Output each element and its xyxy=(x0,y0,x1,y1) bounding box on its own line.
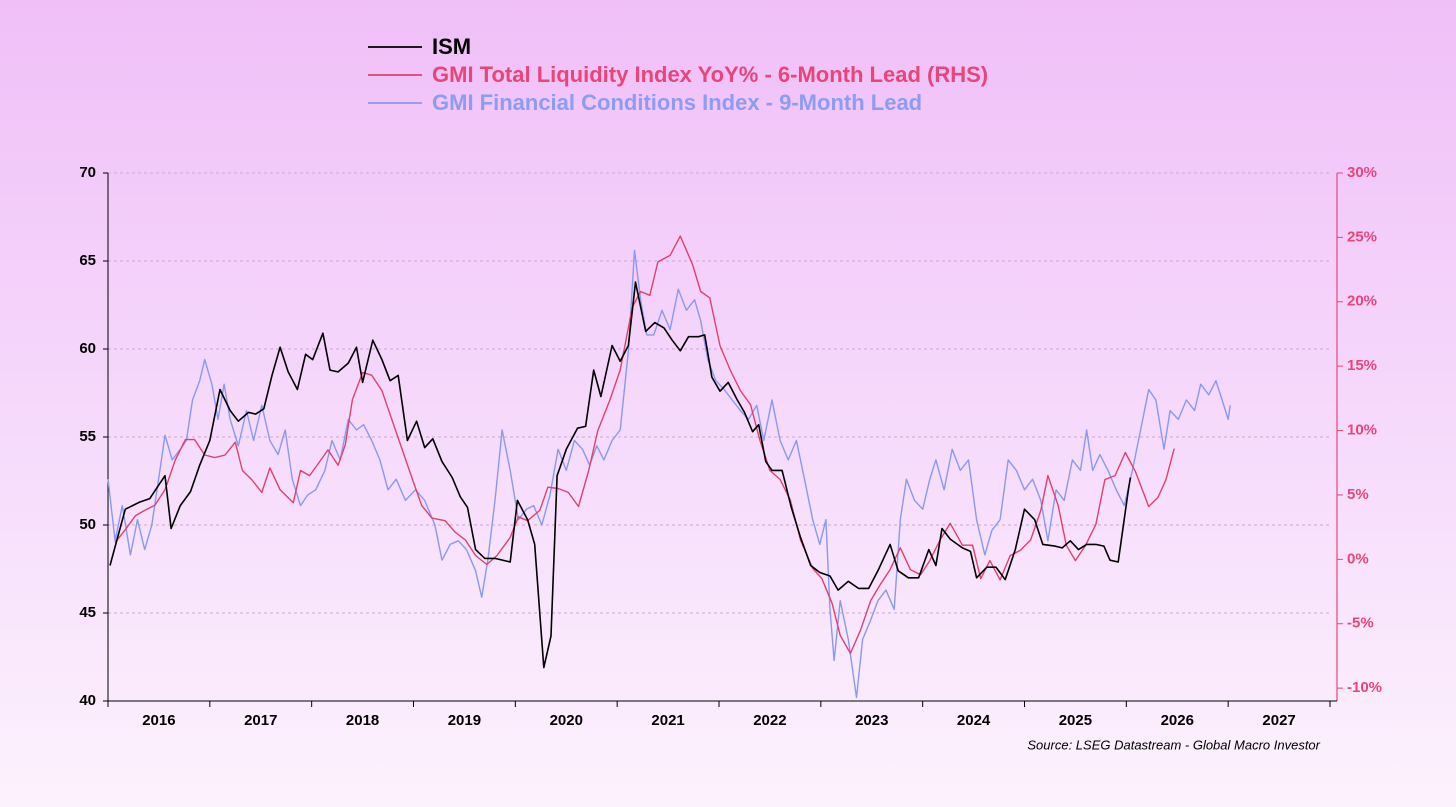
series-line xyxy=(107,249,1231,699)
y-tick-label: 60 xyxy=(79,340,96,357)
x-tick-label: 2025 xyxy=(1059,712,1092,729)
x-tick-label: 2020 xyxy=(550,712,583,729)
y-tick-label: 55 xyxy=(79,428,96,445)
series-line xyxy=(109,281,1132,669)
y2-tick-label: 30% xyxy=(1347,164,1377,181)
legend-label: GMI Total Liquidity Index YoY% - 6-Month… xyxy=(432,62,988,87)
y2-tick-label: 25% xyxy=(1347,228,1377,245)
source-note: Source: LSEG Datastream - Global Macro I… xyxy=(1027,737,1320,752)
y2-tick-label: -5% xyxy=(1347,615,1374,632)
y2-tick-label: 20% xyxy=(1347,293,1377,310)
y-tick-label: 70 xyxy=(79,164,96,181)
x-tick-label: 2027 xyxy=(1262,712,1295,729)
x-tick-label: 2016 xyxy=(142,712,175,729)
x-tick-label: 2022 xyxy=(753,712,786,729)
x-tick-label: 2019 xyxy=(448,712,481,729)
y-tick-label: 65 xyxy=(79,252,96,269)
legend: ISM GMI Total Liquidity Index YoY% - 6-Mo… xyxy=(368,34,988,115)
y2-tick-label: 5% xyxy=(1347,486,1369,503)
x-tick-label: 2026 xyxy=(1161,712,1194,729)
x-tick-label: 2018 xyxy=(346,712,379,729)
y-tick-label: 50 xyxy=(79,516,96,533)
y2-tick-label: 0% xyxy=(1347,550,1369,567)
y2-tick-label: 10% xyxy=(1347,422,1377,439)
x-tick-label: 2017 xyxy=(244,712,277,729)
legend-label: ISM xyxy=(432,34,471,59)
y-tick-label: 45 xyxy=(79,604,96,621)
legend-label: GMI Financial Conditions Index - 9-Month… xyxy=(432,90,922,115)
y2-tick-label: 15% xyxy=(1347,357,1377,374)
x-tick-label: 2023 xyxy=(855,712,888,729)
y-tick-label: 40 xyxy=(79,692,96,709)
y2-tick-label: -10% xyxy=(1347,679,1382,696)
x-tick-label: 2021 xyxy=(651,712,684,729)
series-line xyxy=(114,235,1175,655)
x-tick-label: 2024 xyxy=(957,712,991,729)
